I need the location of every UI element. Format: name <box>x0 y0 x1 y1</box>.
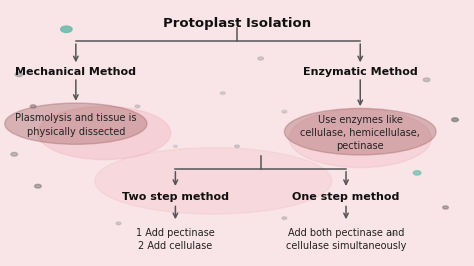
Circle shape <box>235 145 239 148</box>
Circle shape <box>220 92 225 94</box>
Circle shape <box>282 217 287 219</box>
Circle shape <box>391 233 396 235</box>
Text: Enzymatic Method: Enzymatic Method <box>303 67 418 77</box>
Circle shape <box>413 171 421 175</box>
Ellipse shape <box>5 103 147 144</box>
Circle shape <box>30 105 36 108</box>
Circle shape <box>423 78 430 82</box>
Text: Plasmolysis and tissue is
physically dissected: Plasmolysis and tissue is physically dis… <box>15 113 137 137</box>
Ellipse shape <box>95 148 332 214</box>
Circle shape <box>135 105 140 108</box>
Circle shape <box>61 26 72 32</box>
Circle shape <box>11 152 18 156</box>
Text: 1 Add pectinase
2 Add cellulase: 1 Add pectinase 2 Add cellulase <box>136 228 215 251</box>
Text: Two step method: Two step method <box>122 192 229 202</box>
Circle shape <box>443 206 448 209</box>
Ellipse shape <box>284 109 436 155</box>
Text: Mechanical Method: Mechanical Method <box>15 67 137 77</box>
Ellipse shape <box>38 106 171 160</box>
Circle shape <box>35 184 41 188</box>
Circle shape <box>258 57 264 60</box>
Text: Add both pectinase and
cellulase simultaneously: Add both pectinase and cellulase simulta… <box>286 228 406 251</box>
Circle shape <box>452 118 458 122</box>
Ellipse shape <box>289 109 431 168</box>
Text: One step method: One step method <box>292 192 400 202</box>
Text: Protoplast Isolation: Protoplast Isolation <box>163 18 311 30</box>
Circle shape <box>116 222 121 225</box>
Text: Use enzymes like
cellulase, hemicellulase,
pectinase: Use enzymes like cellulase, hemicellulas… <box>301 115 420 151</box>
Circle shape <box>15 72 23 77</box>
Circle shape <box>173 145 177 147</box>
Circle shape <box>282 110 287 113</box>
